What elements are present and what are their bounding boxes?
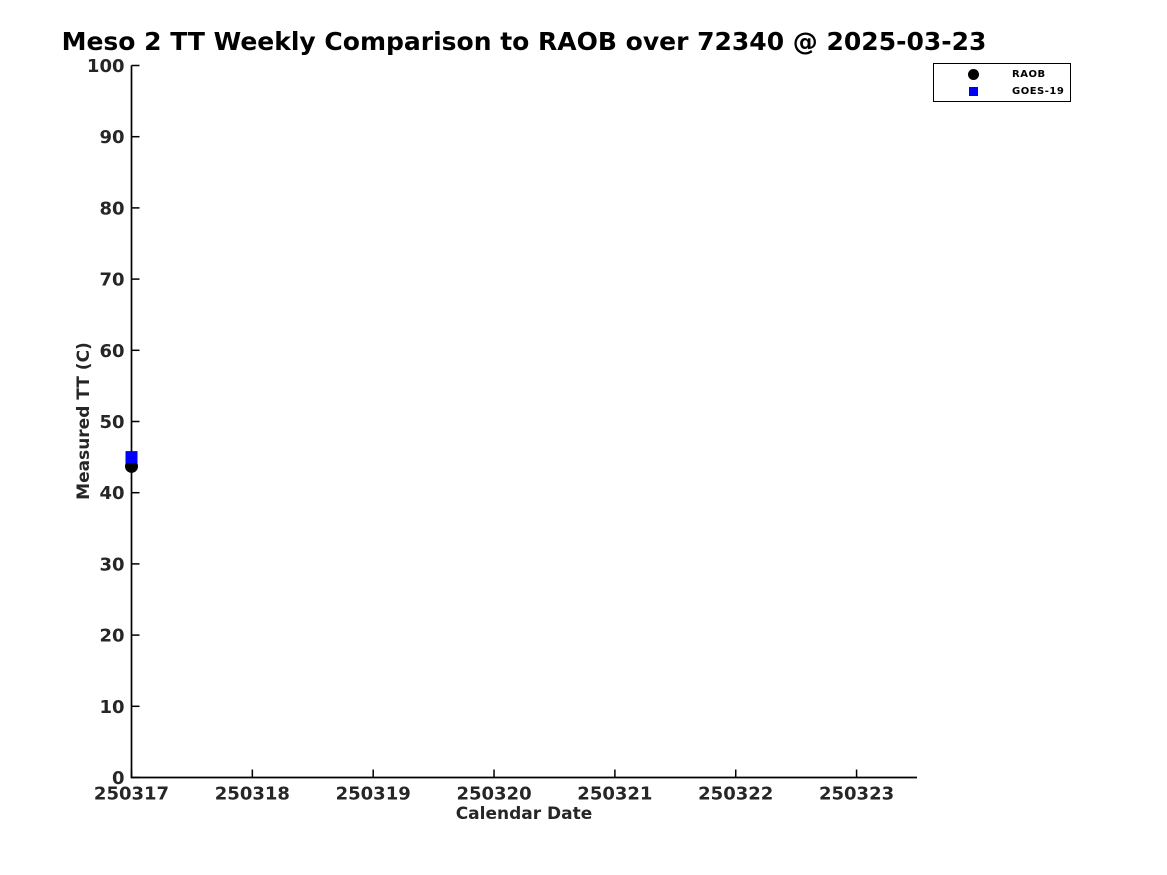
legend-marker-column [934, 68, 1012, 80]
y-tick-label: 70 [99, 270, 124, 291]
legend-item-raob: RAOB [934, 67, 1070, 81]
y-tick-label: 20 [99, 626, 124, 647]
goes19-square-marker-icon [968, 86, 978, 96]
y-tick-label: 0 [112, 768, 125, 789]
legend-label-raob: RAOB [1012, 68, 1046, 80]
legend: RAOB GOES-19 [933, 63, 1071, 102]
x-tick-label: 250323 [819, 784, 894, 805]
x-tick-label: 250320 [456, 784, 531, 805]
x-axis-label: Calendar Date [455, 804, 593, 824]
legend-label-goes19: GOES-19 [1012, 85, 1065, 97]
y-tick-label: 30 [99, 554, 124, 575]
x-tick-label: 250319 [336, 784, 411, 805]
data-point-raob [125, 459, 138, 473]
x-tick-label: 250321 [577, 784, 652, 805]
x-tick-label: 250322 [698, 784, 773, 805]
raob-circle-marker-icon [967, 68, 979, 80]
data-point-goes-19 [125, 451, 138, 464]
y-tick-label: 80 [99, 198, 124, 219]
axis-spines [130, 65, 917, 779]
y-tick-label: 60 [99, 341, 124, 362]
legend-marker-column [934, 86, 1012, 96]
y-tick-label: 90 [99, 127, 124, 148]
y-tick-label: 100 [87, 56, 125, 77]
legend-item-goes19: GOES-19 [934, 84, 1070, 98]
x-tick-label: 250318 [215, 784, 290, 805]
chart-title: Meso 2 TT Weekly Comparison to RAOB over… [61, 27, 987, 56]
y-tick-label: 40 [99, 483, 124, 504]
y-tick-label: 10 [99, 697, 124, 718]
y-tick-label: 50 [99, 412, 124, 433]
y-axis-label: Measured TT (C) [74, 342, 94, 500]
x-tick-label: 250317 [94, 784, 169, 805]
